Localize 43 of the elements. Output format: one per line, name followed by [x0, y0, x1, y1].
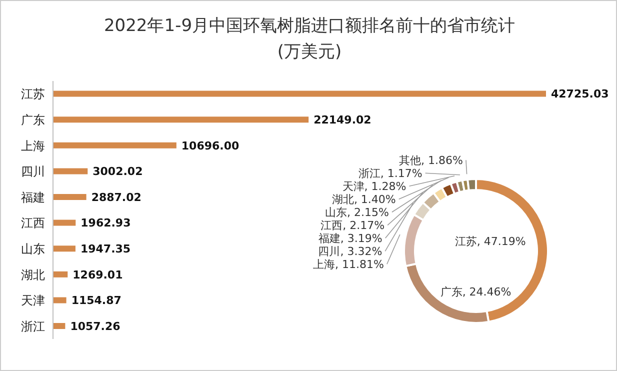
chart-title: 2022年1-9月中国环氧树脂进口额排名前十的省市统计 [102, 15, 516, 38]
data-label: 22149.02 [314, 114, 372, 127]
data-label: 1057.26 [70, 320, 121, 333]
slice-label: 浙江, 1.17% [358, 166, 422, 180]
data-label: 1962.93 [80, 216, 131, 230]
y-tick-label: 浙江 [21, 319, 45, 334]
slice-label: 山东, 2.15% [325, 206, 389, 219]
slice-label: 广东, 24.46% [440, 285, 512, 298]
bar [53, 116, 309, 123]
bar [53, 297, 66, 304]
y-tick-label: 湖北 [21, 268, 45, 282]
bar [53, 168, 88, 174]
data-label: 10696.00 [181, 139, 240, 152]
bar [53, 246, 76, 252]
slice-label: 江西, 2.17% [320, 218, 385, 232]
slice-label: 其他, 1.86% [399, 154, 463, 167]
slice-label: 四川, 3.32% [318, 244, 382, 258]
data-label: 42725.03 [551, 88, 609, 101]
data-label: 3002.02 [92, 165, 143, 178]
y-tick-label: 上海 [21, 138, 45, 153]
y-tick-label: 山东 [21, 242, 45, 256]
y-tick-label: 江西 [21, 216, 45, 230]
y-tick-label: 四川 [21, 164, 45, 179]
data-label: 1269.01 [72, 268, 123, 282]
bar [53, 194, 86, 200]
slice-label: 上海, 11.81% [313, 258, 384, 271]
slice-label: 湖北, 1.40% [332, 192, 396, 206]
y-tick-label: 天津 [21, 294, 45, 308]
data-label: 1947.35 [80, 242, 131, 256]
slice-label: 江苏, 47.19% [454, 235, 526, 248]
bar [53, 220, 76, 226]
bar [53, 323, 66, 330]
chart-subtitle: (万美元) [276, 41, 343, 64]
data-label: 2887.02 [91, 190, 142, 204]
y-tick-label: 福建 [21, 190, 45, 204]
bar [53, 90, 546, 97]
slice-label: 天津, 1.28% [342, 180, 406, 193]
bar [53, 271, 68, 278]
slice-label: 福建, 3.19% [318, 232, 382, 245]
bar [53, 142, 176, 148]
y-tick-label: 广东 [21, 112, 45, 127]
data-label: 1154.87 [71, 294, 122, 308]
y-tick-label: 江苏 [21, 87, 45, 102]
